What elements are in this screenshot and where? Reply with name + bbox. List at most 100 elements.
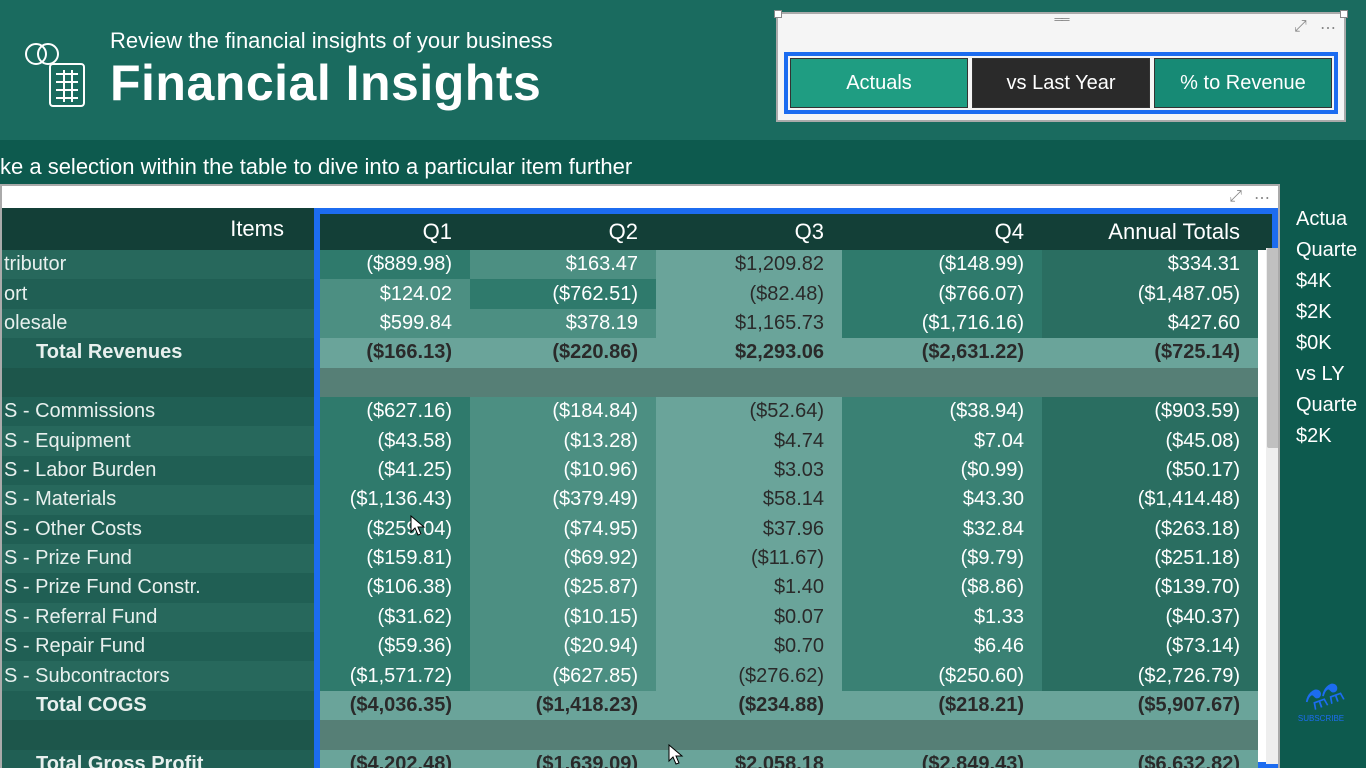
- data-cell[interactable]: ($9.79): [842, 544, 1042, 573]
- table-row[interactable]: $599.84$378.19$1,165.73($1,716.16)$427.6…: [320, 309, 1272, 338]
- more-options-icon[interactable]: ⋯: [1320, 18, 1336, 34]
- slicer-actuals-button[interactable]: Actuals: [790, 58, 968, 108]
- data-cell[interactable]: $1.40: [656, 573, 842, 602]
- data-cell[interactable]: ($276.62): [656, 661, 842, 690]
- items-row-label[interactable]: S - Subcontractors: [2, 661, 314, 690]
- data-cell[interactable]: ($1,639.09): [470, 750, 656, 768]
- table-row[interactable]: [320, 720, 1272, 749]
- data-cell[interactable]: $378.19: [470, 309, 656, 338]
- data-cell[interactable]: $599.84: [320, 309, 470, 338]
- data-cell[interactable]: ($379.49): [470, 485, 656, 514]
- data-cell[interactable]: $1,165.73: [656, 309, 842, 338]
- data-cell[interactable]: ($43.58): [320, 426, 470, 455]
- table-row[interactable]: ($41.25)($10.96)$3.03($0.99)($50.17): [320, 456, 1272, 485]
- items-row-label[interactable]: S - Referral Fund: [2, 603, 314, 632]
- table-row[interactable]: ($4,202.48)($1,639.09)$2,058.18($2,849.4…: [320, 750, 1272, 768]
- data-cell[interactable]: ($766.07): [842, 279, 1042, 308]
- items-row-label[interactable]: olesale: [2, 309, 314, 338]
- data-cell[interactable]: $37.96: [656, 515, 842, 544]
- slicer-vs-last-year-button[interactable]: vs Last Year: [972, 58, 1150, 108]
- more-options-icon[interactable]: ⋯: [1254, 188, 1270, 208]
- data-cell[interactable]: ($73.14): [1042, 632, 1258, 661]
- data-cell[interactable]: ($41.25): [320, 456, 470, 485]
- data-cell[interactable]: $6.46: [842, 632, 1042, 661]
- column-header-q1[interactable]: Q1: [320, 214, 470, 250]
- data-cell[interactable]: ($74.95): [470, 515, 656, 544]
- data-cell[interactable]: ($220.86): [470, 338, 656, 367]
- table-row[interactable]: $124.02($762.51)($82.48)($766.07)($1,487…: [320, 279, 1272, 308]
- column-header-q2[interactable]: Q2: [470, 214, 656, 250]
- items-column-header[interactable]: Items: [2, 208, 314, 250]
- data-cell[interactable]: ($2,726.79): [1042, 661, 1258, 690]
- data-cell[interactable]: ($2,849.43): [842, 750, 1042, 768]
- items-row-label[interactable]: S - Commissions: [2, 397, 314, 426]
- resize-handle[interactable]: [1340, 10, 1348, 18]
- items-row-label[interactable]: S - Repair Fund: [2, 632, 314, 661]
- data-cell[interactable]: ($45.08): [1042, 426, 1258, 455]
- table-row[interactable]: ($159.81)($69.92)($11.67)($9.79)($251.18…: [320, 544, 1272, 573]
- data-cell[interactable]: ($31.62): [320, 603, 470, 632]
- data-cell[interactable]: $163.47: [470, 250, 656, 279]
- data-cell[interactable]: ($20.94): [470, 632, 656, 661]
- focus-mode-icon[interactable]: ⤢: [1229, 188, 1242, 208]
- data-cell[interactable]: ($218.21): [842, 691, 1042, 720]
- items-row-label[interactable]: S - Prize Fund Constr.: [2, 573, 314, 602]
- data-cell[interactable]: $3.03: [656, 456, 842, 485]
- data-cell[interactable]: ($762.51): [470, 279, 656, 308]
- financial-table-visual[interactable]: ⤢ ⋯ Items tributorortolesaleTotal Revenu…: [0, 184, 1280, 768]
- data-cell[interactable]: ($1,418.23): [470, 691, 656, 720]
- data-cell[interactable]: ($0.99): [842, 456, 1042, 485]
- data-cell[interactable]: ($69.92): [470, 544, 656, 573]
- data-cell[interactable]: $0.70: [656, 632, 842, 661]
- data-cell[interactable]: $124.02: [320, 279, 470, 308]
- data-cell[interactable]: ($4,036.35): [320, 691, 470, 720]
- data-cell[interactable]: ($10.15): [470, 603, 656, 632]
- data-cell[interactable]: ($250.60): [842, 661, 1042, 690]
- data-cell[interactable]: ($52.64): [656, 397, 842, 426]
- data-cell[interactable]: ($38.94): [842, 397, 1042, 426]
- data-cell[interactable]: $32.84: [842, 515, 1042, 544]
- data-cell[interactable]: ($40.37): [1042, 603, 1258, 632]
- items-row-label[interactable]: S - Equipment: [2, 426, 314, 455]
- data-cell[interactable]: ($251.18): [1042, 544, 1258, 573]
- scrollbar-thumb[interactable]: [1267, 248, 1278, 448]
- data-cell[interactable]: $0.07: [656, 603, 842, 632]
- data-cell[interactable]: ($627.85): [470, 661, 656, 690]
- column-header-q3[interactable]: Q3: [656, 214, 842, 250]
- data-cell[interactable]: $1.33: [842, 603, 1042, 632]
- data-cell[interactable]: $58.14: [656, 485, 842, 514]
- table-row[interactable]: ($1,571.72)($627.85)($276.62)($250.60)($…: [320, 661, 1272, 690]
- data-cell[interactable]: ($627.16): [320, 397, 470, 426]
- data-cell[interactable]: ($2,631.22): [842, 338, 1042, 367]
- data-cell[interactable]: ($148.99): [842, 250, 1042, 279]
- data-cell[interactable]: ($159.81): [320, 544, 470, 573]
- table-row[interactable]: [320, 368, 1272, 397]
- items-row-label[interactable]: [2, 368, 314, 397]
- items-row-label[interactable]: S - Prize Fund: [2, 544, 314, 573]
- table-row[interactable]: ($166.13)($220.86)$2,293.06($2,631.22)($…: [320, 338, 1272, 367]
- column-header-annual-totals[interactable]: Annual Totals: [1042, 214, 1258, 250]
- table-row[interactable]: ($106.38)($25.87)$1.40($8.86)($139.70): [320, 573, 1272, 602]
- data-cell[interactable]: ($1,716.16): [842, 309, 1042, 338]
- data-cell[interactable]: ($10.96): [470, 456, 656, 485]
- table-row[interactable]: ($259.04)($74.95)$37.96$32.84($263.18): [320, 515, 1272, 544]
- focus-mode-icon[interactable]: ⤢: [1294, 18, 1310, 34]
- items-row-label[interactable]: tributor: [2, 250, 314, 279]
- data-cell[interactable]: ($903.59): [1042, 397, 1258, 426]
- table-row[interactable]: ($627.16)($184.84)($52.64)($38.94)($903.…: [320, 397, 1272, 426]
- items-row-label[interactable]: ort: [2, 279, 314, 308]
- data-cell[interactable]: ($13.28): [470, 426, 656, 455]
- view-slicer-visual[interactable]: ══ ⤢ ⋯ Actuals vs Last Year % to Revenue: [776, 12, 1346, 122]
- data-cell[interactable]: ($59.36): [320, 632, 470, 661]
- data-cell[interactable]: ($1,487.05): [1042, 279, 1258, 308]
- data-cell[interactable]: ($106.38): [320, 573, 470, 602]
- data-cell[interactable]: ($6,632.82): [1042, 750, 1258, 768]
- data-cell[interactable]: ($5,907.67): [1042, 691, 1258, 720]
- data-cell[interactable]: $2,293.06: [656, 338, 842, 367]
- data-cell[interactable]: ($4,202.48): [320, 750, 470, 768]
- data-cell[interactable]: ($1,571.72): [320, 661, 470, 690]
- items-row-label[interactable]: Total Gross Profit: [2, 750, 314, 768]
- data-cell[interactable]: $7.04: [842, 426, 1042, 455]
- data-cell[interactable]: ($1,414.48): [1042, 485, 1258, 514]
- items-row-label[interactable]: S - Labor Burden: [2, 456, 314, 485]
